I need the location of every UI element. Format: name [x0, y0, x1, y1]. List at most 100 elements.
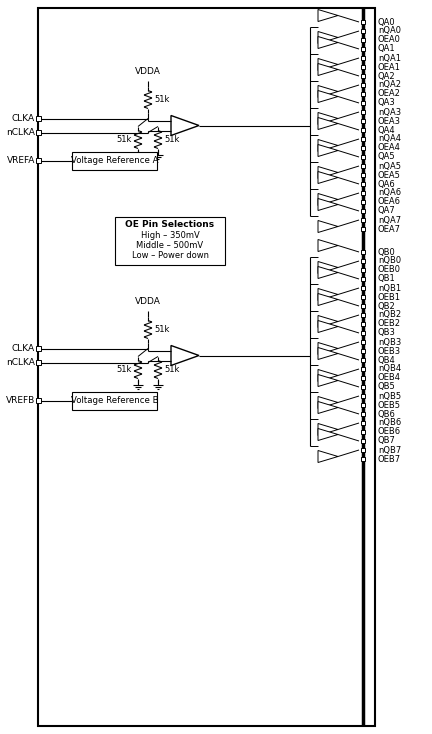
Bar: [361, 331, 365, 335]
Bar: [361, 393, 365, 399]
Bar: [361, 403, 365, 407]
Text: QB2: QB2: [378, 302, 396, 310]
Bar: [35, 158, 41, 163]
Bar: [361, 119, 365, 123]
Text: QA4: QA4: [378, 126, 396, 134]
Text: OEA3: OEA3: [378, 117, 401, 126]
Bar: [361, 200, 365, 204]
Bar: [35, 130, 41, 135]
Text: VDDA: VDDA: [135, 297, 161, 307]
Text: OE Pin Selections: OE Pin Selections: [125, 220, 215, 229]
Bar: [361, 340, 365, 344]
Polygon shape: [318, 145, 338, 156]
Text: QB4: QB4: [378, 355, 396, 365]
Bar: [361, 137, 365, 141]
Text: nQA4: nQA4: [378, 134, 401, 144]
Text: QA3: QA3: [378, 98, 396, 107]
Polygon shape: [318, 139, 338, 151]
Polygon shape: [171, 346, 199, 366]
Polygon shape: [318, 59, 338, 70]
Polygon shape: [318, 294, 338, 305]
Polygon shape: [318, 112, 338, 125]
Bar: [35, 360, 41, 365]
Text: QA6: QA6: [378, 180, 396, 189]
Text: OEA5: OEA5: [378, 170, 401, 180]
Polygon shape: [318, 90, 338, 103]
Polygon shape: [318, 10, 338, 21]
Bar: [361, 29, 365, 33]
Bar: [361, 349, 365, 353]
Bar: [361, 92, 365, 96]
Bar: [361, 172, 365, 177]
Text: 51k: 51k: [154, 95, 169, 104]
Text: nCLKA: nCLKA: [6, 358, 35, 367]
Bar: [361, 218, 365, 222]
Text: QA5: QA5: [378, 153, 396, 161]
Bar: [361, 268, 365, 272]
Text: QA7: QA7: [378, 206, 396, 216]
Polygon shape: [318, 343, 338, 355]
Text: QB5: QB5: [378, 382, 396, 391]
Text: OEB1: OEB1: [378, 293, 401, 302]
Text: OEB3: OEB3: [378, 346, 401, 355]
Bar: [35, 116, 41, 121]
Text: nQB5: nQB5: [378, 391, 401, 401]
Polygon shape: [318, 220, 338, 233]
Bar: [361, 227, 365, 231]
Text: nQB4: nQB4: [378, 365, 401, 374]
Text: CLKA: CLKA: [12, 344, 35, 353]
Polygon shape: [318, 32, 338, 43]
Polygon shape: [318, 239, 338, 252]
Bar: [361, 146, 365, 150]
Text: CLKA: CLKA: [12, 114, 35, 123]
Polygon shape: [318, 396, 338, 409]
Polygon shape: [318, 347, 338, 360]
Text: VDDA: VDDA: [135, 68, 161, 76]
Text: QB1: QB1: [378, 275, 396, 283]
Bar: [361, 164, 365, 168]
Text: QA1: QA1: [378, 45, 396, 54]
Text: QB3: QB3: [378, 329, 396, 338]
Polygon shape: [318, 429, 338, 440]
Polygon shape: [318, 194, 338, 206]
Bar: [361, 73, 365, 79]
Bar: [361, 376, 365, 380]
Bar: [361, 191, 365, 195]
Bar: [361, 83, 365, 87]
Bar: [361, 259, 365, 264]
Polygon shape: [318, 37, 338, 48]
Text: 51k: 51k: [117, 135, 132, 144]
Bar: [361, 385, 365, 389]
Text: QB6: QB6: [378, 410, 396, 418]
Bar: [361, 208, 365, 214]
Text: nQA0: nQA0: [378, 26, 401, 35]
Text: nQB3: nQB3: [378, 338, 401, 346]
Bar: [361, 110, 365, 115]
Text: VREFB: VREFB: [6, 396, 35, 405]
Polygon shape: [318, 117, 338, 129]
Text: QA2: QA2: [378, 71, 396, 81]
Polygon shape: [171, 115, 199, 136]
Text: OEA4: OEA4: [378, 144, 401, 153]
Polygon shape: [318, 401, 338, 413]
Text: nQB2: nQB2: [378, 310, 401, 319]
Text: OEA7: OEA7: [378, 225, 401, 233]
Text: 51k: 51k: [164, 365, 179, 374]
Polygon shape: [318, 316, 338, 327]
Text: nQB1: nQB1: [378, 283, 401, 293]
Text: nQA7: nQA7: [378, 216, 401, 225]
Text: 51k: 51k: [117, 365, 132, 374]
Bar: [361, 421, 365, 425]
Bar: [38, 8, 375, 726]
Bar: [361, 20, 365, 24]
Text: OEB7: OEB7: [378, 454, 401, 463]
Polygon shape: [318, 64, 338, 76]
Bar: [361, 448, 365, 452]
Text: OEA2: OEA2: [378, 90, 401, 98]
Bar: [361, 128, 365, 132]
Bar: [361, 304, 365, 308]
Bar: [35, 346, 41, 351]
Polygon shape: [318, 266, 338, 278]
Polygon shape: [318, 261, 338, 274]
Text: OEA1: OEA1: [378, 62, 401, 71]
